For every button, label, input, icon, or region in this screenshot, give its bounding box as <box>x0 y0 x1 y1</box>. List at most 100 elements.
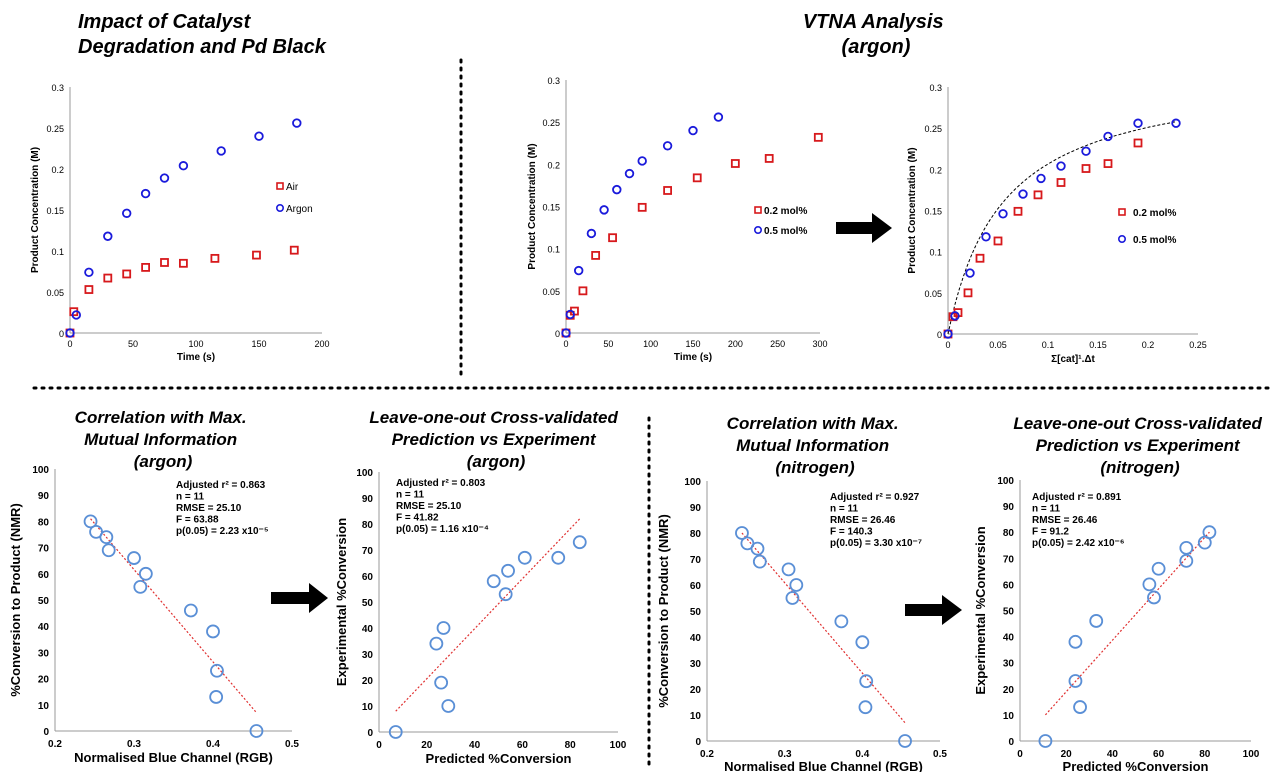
x-tick-label: 0 <box>1017 749 1023 760</box>
x-tick-label: 60 <box>517 740 529 751</box>
data-point-circle <box>715 113 723 121</box>
data-point-circle <box>1153 563 1165 575</box>
y-tick-label: 0 <box>1008 737 1014 748</box>
data-point-square <box>161 259 168 266</box>
data-point-circle <box>783 563 795 575</box>
y-tick-label: 70 <box>1003 554 1015 565</box>
y-tick-label: 30 <box>38 648 50 659</box>
x-axis-label: Predicted %Conversion <box>1063 759 1209 772</box>
y-tick-label: 40 <box>38 622 50 633</box>
data-point-circle <box>754 556 766 568</box>
data-point-circle <box>435 677 447 689</box>
stats-line: F = 63.88 <box>176 515 219 526</box>
stats-line: n = 11 <box>1032 504 1061 515</box>
data-point-circle <box>575 267 583 275</box>
title-correlation-argon: Correlation with Max. Mutual Information… <box>75 408 252 471</box>
x-tick-label: 0.2 <box>700 749 714 760</box>
x-tick-label: 200 <box>728 339 743 349</box>
y-tick-label: 60 <box>690 581 702 592</box>
x-axis-label: Σ[cat]¹.Δt <box>1051 354 1095 365</box>
data-point-circle <box>966 269 974 277</box>
y-axis-label: %Conversion to Product (NMR) <box>656 514 671 708</box>
y-axis-label: Product Concentration (M) <box>907 147 918 273</box>
y-tick-label: 0.05 <box>924 289 942 299</box>
data-point-circle <box>859 701 871 713</box>
chart-c5: 0 20 40 60 80 100 0 10 20 30 40 50 60 70 80 90 100 Predic… <box>334 468 627 766</box>
y-tick-label: 0.2 <box>51 165 64 175</box>
y-tick-label: 10 <box>362 702 374 713</box>
x-tick-label: 0.5 <box>285 739 299 750</box>
data-point-circle <box>588 230 596 238</box>
x-tick-label: 0 <box>563 339 568 349</box>
x-axis-label: Normalised Blue Channel (RGB) <box>74 750 273 765</box>
data-point-circle <box>1172 119 1180 127</box>
stats-line: RMSE = 25.10 <box>176 503 242 514</box>
data-point-circle <box>140 568 152 580</box>
data-point-circle <box>1148 591 1160 603</box>
data-point-circle <box>207 625 219 637</box>
x-tick-label: 200 <box>314 339 329 349</box>
y-tick-label: 0.25 <box>924 124 942 134</box>
y-tick-label: 0.1 <box>51 247 64 257</box>
y-tick-label: 20 <box>1003 685 1015 696</box>
y-tick-label: 0.3 <box>51 83 64 93</box>
x-axis-label: Normalised Blue Channel (RGB) <box>724 759 923 772</box>
stats-line: p(0.05) = 2.23 x10⁻⁵ <box>176 526 269 537</box>
data-point-square <box>211 255 218 262</box>
legend-label: 0.5 mol% <box>764 226 807 237</box>
data-point-circle <box>519 552 531 564</box>
chart-c4: 0.2 0.3 0.4 0.5 0 10 20 30 40 50 60 70 80 90 100 Normal… <box>8 465 299 765</box>
data-point-circle <box>488 575 500 587</box>
y-tick-label: 50 <box>690 607 702 618</box>
y-tick-label: 0 <box>695 737 701 748</box>
x-tick-label: 0.5 <box>933 749 947 760</box>
data-point-circle <box>217 147 225 155</box>
y-tick-label: 20 <box>38 675 50 686</box>
x-tick-label: 0.2 <box>48 739 62 750</box>
data-point-circle <box>1037 175 1045 183</box>
x-tick-label: 0.15 <box>1089 340 1107 350</box>
data-point-circle <box>1069 636 1081 648</box>
data-point-circle <box>161 174 169 182</box>
data-point-circle <box>664 142 672 150</box>
data-point-circle <box>552 552 564 564</box>
y-tick-label: 0.15 <box>542 203 560 213</box>
x-tick-label: 80 <box>565 740 577 751</box>
trend-line <box>396 519 580 711</box>
y-axis-label: Product Concentration (M) <box>527 143 538 269</box>
data-point-square <box>1105 160 1112 167</box>
y-tick-label: 100 <box>684 477 701 488</box>
data-point-square <box>253 252 260 259</box>
y-tick-label: 40 <box>690 633 702 644</box>
y-tick-label: 50 <box>362 598 374 609</box>
stats-line: Adjusted r² = 0.891 <box>1032 492 1122 503</box>
data-point-circle <box>751 543 763 555</box>
chart-c2: 0 50 100 150 200 250 30000.050.10.150.20.250.3… <box>527 76 828 363</box>
data-point-circle <box>1104 133 1112 141</box>
data-point-circle <box>438 622 450 634</box>
x-tick-label: 0.1 <box>1042 340 1055 350</box>
data-point-square <box>104 275 111 282</box>
y-tick-label: 0 <box>43 727 49 738</box>
data-point-circle <box>999 210 1007 218</box>
y-tick-label: 30 <box>362 650 374 661</box>
y-tick-label: 20 <box>362 676 374 687</box>
data-point-circle <box>574 536 586 548</box>
data-point-circle <box>1090 615 1102 627</box>
data-point-square <box>142 264 149 271</box>
data-point-circle <box>123 209 131 217</box>
stats-line: p(0.05) = 2.42 x10⁻⁶ <box>1032 538 1124 549</box>
y-tick-label: 100 <box>997 476 1014 487</box>
arrow-right-icon <box>271 583 328 613</box>
stats-line: p(0.05) = 3.30 x10⁻⁷ <box>830 538 922 549</box>
data-point-circle <box>210 691 222 703</box>
x-tick-label: 100 <box>1243 749 1260 760</box>
y-tick-label: 90 <box>362 494 374 505</box>
stats-line: F = 140.3 <box>830 527 873 538</box>
data-point-square <box>965 289 972 296</box>
data-point-square <box>1015 208 1022 215</box>
legend-marker <box>755 207 761 213</box>
data-point-circle <box>860 675 872 687</box>
data-point-square <box>977 255 984 262</box>
chart-c6: 0.2 0.3 0.4 0.50102030405060708090100Normal… <box>656 477 947 772</box>
